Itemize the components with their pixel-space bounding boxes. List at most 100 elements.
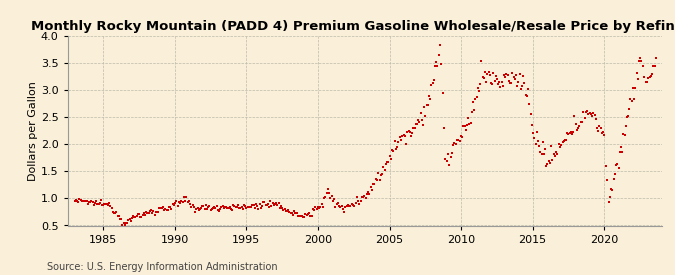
Point <box>634 56 645 60</box>
Point <box>146 208 157 213</box>
Point <box>149 213 160 217</box>
Point <box>547 158 558 162</box>
Point <box>159 207 169 212</box>
Point <box>339 210 350 214</box>
Point <box>493 82 504 86</box>
Point <box>81 199 92 203</box>
Point <box>273 201 284 205</box>
Point <box>109 210 119 215</box>
Point <box>191 207 202 211</box>
Point <box>429 78 439 82</box>
Point <box>392 145 402 149</box>
Point <box>444 163 455 167</box>
Point <box>624 107 634 111</box>
Point <box>645 75 655 79</box>
Point <box>630 86 641 90</box>
Point <box>247 203 258 208</box>
Point <box>528 131 539 135</box>
Point <box>118 220 129 225</box>
Point <box>634 59 645 64</box>
Point <box>132 212 143 216</box>
Point <box>400 134 410 138</box>
Point <box>453 138 464 142</box>
Point <box>122 221 132 226</box>
Point <box>313 205 323 210</box>
Point <box>402 130 412 134</box>
Point <box>582 109 593 113</box>
Point <box>239 203 250 207</box>
Point <box>642 79 653 84</box>
Point <box>252 204 263 209</box>
Point <box>141 210 152 214</box>
Point <box>637 64 648 68</box>
Point <box>381 162 392 166</box>
Point <box>116 216 127 221</box>
Point <box>291 210 302 215</box>
Point <box>459 124 470 129</box>
Point <box>458 123 468 128</box>
Point <box>144 209 155 213</box>
Point <box>87 199 98 204</box>
Point <box>106 206 117 210</box>
Point <box>215 207 225 211</box>
Point <box>556 143 567 147</box>
Point <box>136 215 147 220</box>
Point <box>439 126 450 130</box>
Point <box>452 138 462 142</box>
Point <box>193 207 204 212</box>
Point <box>204 204 215 208</box>
Point <box>628 86 639 90</box>
Point <box>371 177 381 182</box>
Point <box>375 172 386 177</box>
Point <box>599 132 610 137</box>
Point <box>645 73 656 78</box>
Point <box>387 148 398 152</box>
Point <box>171 199 182 203</box>
Point <box>510 73 521 77</box>
Point <box>587 113 597 118</box>
Point <box>167 202 178 207</box>
Point <box>613 166 624 170</box>
Point <box>616 144 626 149</box>
Point <box>510 77 520 81</box>
Point <box>435 43 446 48</box>
Point <box>105 204 116 208</box>
Point <box>294 214 304 218</box>
Point <box>155 206 166 211</box>
Point <box>341 204 352 208</box>
Point <box>143 210 154 215</box>
Point <box>308 207 319 211</box>
Point <box>465 120 476 125</box>
Point <box>157 205 168 210</box>
Point <box>152 210 163 215</box>
Point <box>284 210 295 214</box>
Point <box>526 123 537 128</box>
Point <box>271 200 281 205</box>
Point <box>186 205 196 209</box>
Point <box>182 200 193 204</box>
Point <box>325 196 336 200</box>
Point <box>648 64 659 68</box>
Point <box>481 79 491 84</box>
Point <box>326 193 337 198</box>
Point <box>233 203 244 208</box>
Point <box>101 202 112 206</box>
Point <box>536 152 547 156</box>
Point <box>589 113 600 117</box>
Point <box>336 204 347 208</box>
Point <box>244 205 254 210</box>
Point <box>495 84 506 89</box>
Point <box>530 142 541 147</box>
Point <box>131 214 142 219</box>
Y-axis label: Dollars per Gallon: Dollars per Gallon <box>28 81 38 181</box>
Point <box>568 130 578 134</box>
Point <box>260 202 271 207</box>
Point <box>315 205 326 209</box>
Point <box>574 123 585 128</box>
Point <box>205 208 216 212</box>
Point <box>435 62 446 66</box>
Point <box>249 206 260 210</box>
Point <box>177 199 188 204</box>
Point <box>217 204 228 208</box>
Point <box>272 203 283 207</box>
